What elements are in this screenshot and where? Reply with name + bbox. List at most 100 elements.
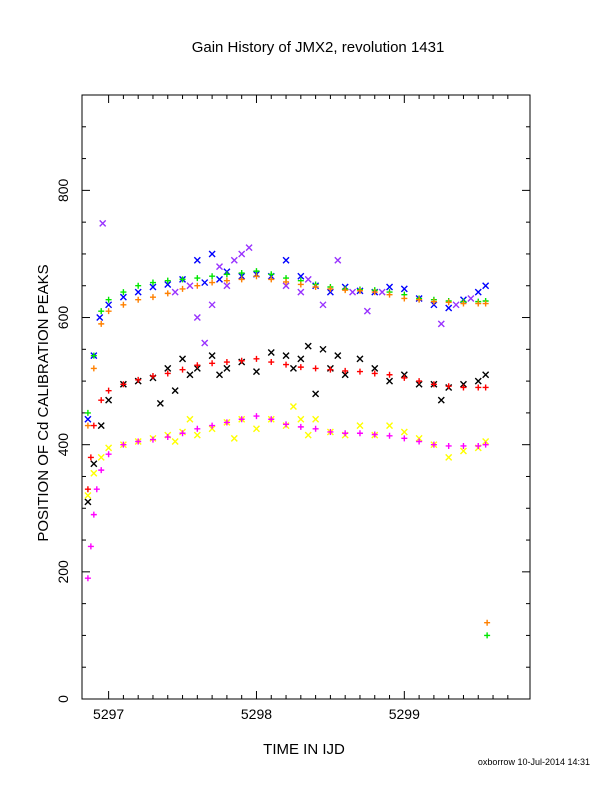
data-point [327,428,334,435]
data-point [474,377,482,385]
data-point [386,432,393,439]
data-point [149,279,156,286]
data-point [134,288,142,296]
data-point [98,308,105,315]
data-point [445,442,452,449]
data-point [283,421,290,428]
data-point [415,434,423,442]
data-point [238,250,246,258]
data-point [386,422,394,430]
data-point [105,451,112,458]
series-5 [84,355,489,493]
y-axis-label: POSITION OF Cd CALIBRATION PEAKS [35,264,52,541]
data-point [400,371,408,379]
data-point [371,431,378,438]
x-tick-label: 5297 [93,706,124,722]
data-point [171,387,179,395]
data-point [386,371,393,378]
data-point [194,282,201,289]
data-point [445,453,453,461]
data-point [430,301,438,309]
data-point [87,454,94,461]
data-point [459,447,467,455]
data-point [252,425,260,433]
data-point [460,300,467,307]
data-point [386,291,393,298]
series-4 [84,342,490,506]
footer-credit: oxborrow 10-Jul-2014 14:31 [477,757,590,767]
data-point [312,390,320,398]
data-point [193,364,201,372]
data-point [482,384,489,391]
data-point [253,268,260,275]
data-point [179,285,186,292]
data-point [149,283,157,291]
data-point [326,288,334,296]
data-point [283,361,290,368]
data-point [105,387,112,394]
data-point [93,486,100,493]
data-point [209,279,216,286]
data-point [289,364,297,372]
data-point [179,366,186,373]
data-point [297,281,304,288]
data-point [356,355,364,363]
data-point [171,288,179,296]
data-point [304,342,312,350]
data-point [356,368,363,375]
data-point [445,383,452,390]
data-point [445,304,453,312]
data-point [267,349,275,356]
data-point [386,283,394,291]
data-point [342,430,349,437]
data-point [252,368,260,376]
data-point [223,359,230,366]
data-point [98,467,105,474]
y-tick-label: 800 [55,178,71,202]
data-point [475,300,482,307]
x-tick-label: 5299 [389,706,420,722]
data-point [201,279,209,287]
data-point [297,272,305,280]
data-point [484,619,491,626]
data-point [135,438,142,445]
data-point [97,453,105,461]
data-point [268,276,275,283]
data-point [120,289,127,296]
data-point [430,298,437,305]
data-point [216,275,223,283]
data-point [230,434,238,442]
data-point [356,422,364,430]
data-point [223,419,230,426]
data-point [96,314,104,322]
data-point [484,632,491,639]
data-point [312,284,319,291]
data-point [164,364,172,372]
data-point [105,308,112,315]
data-point [482,371,490,379]
data-point [208,352,216,360]
data-point [209,273,216,280]
data-point [482,441,489,448]
data-point [282,282,290,290]
data-point [282,352,290,360]
data-point [437,396,445,404]
data-point [416,438,423,445]
data-point [401,374,408,381]
data-point [289,403,297,411]
data-point [386,377,394,385]
data-point [90,365,97,372]
chart-title: Gain History of JMX2, revolution 1431 [192,39,445,56]
data-point [164,370,171,377]
data-point [105,396,113,404]
data-point [342,287,349,294]
data-point [84,492,92,500]
data-point [445,299,452,306]
data-point [99,219,107,227]
data-point [334,256,342,264]
data-point [208,250,216,258]
data-point [135,282,142,289]
data-point [312,415,320,423]
y-tick-label: 200 [55,560,71,584]
